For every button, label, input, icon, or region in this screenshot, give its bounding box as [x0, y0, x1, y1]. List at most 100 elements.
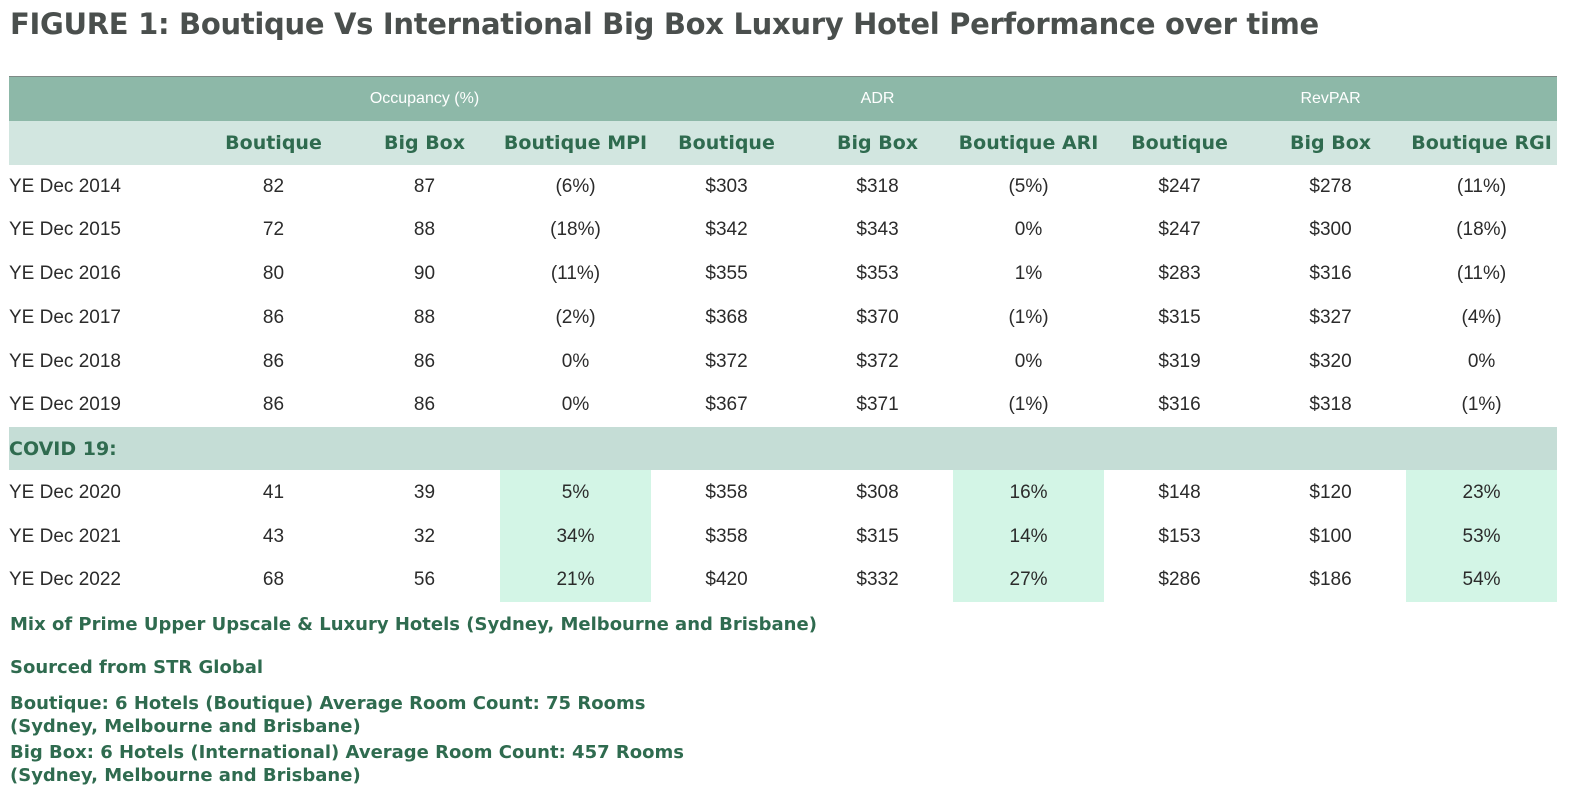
table-cell: 86 — [413, 350, 436, 372]
covid-section-label: COVID 19: — [9, 437, 117, 460]
table-cell: 87 — [413, 175, 436, 197]
note-boutique-line-1: Boutique: 6 Hotels (Boutique) Average Ro… — [10, 693, 646, 714]
table-cell: 23% — [1406, 470, 1558, 515]
table-cell: 0% — [561, 394, 590, 415]
table-cell: 56 — [413, 569, 436, 590]
table-cell: $100 — [1309, 525, 1352, 547]
table-cell: $372 — [705, 350, 748, 372]
column-header: Big Box — [383, 132, 465, 154]
table-cell: 0% — [561, 350, 590, 372]
empty-corner-cell — [9, 77, 198, 121]
table-cell: (4%) — [1461, 306, 1502, 328]
table-cell: $148 — [1158, 481, 1201, 503]
table-cell: (2%) — [555, 306, 596, 328]
covid-section: COVID 19: — [9, 427, 1558, 470]
table-row: YE Dec 2017 86 88 (2%) $368 $370 (1%) $315 $327 (… — [9, 295, 1557, 340]
table-cell: $153 — [1158, 525, 1201, 547]
table-cell: $278 — [1309, 175, 1352, 197]
table-cell: (1%) — [1008, 306, 1049, 328]
table-cell: $286 — [1158, 569, 1201, 590]
table-cell: $319 — [1158, 350, 1201, 372]
column-header: Boutique ARI — [958, 132, 1099, 154]
table-cell: $327 — [1309, 306, 1352, 328]
table-cell: $300 — [1309, 219, 1352, 240]
note-source: Sourced from STR Global — [10, 657, 264, 678]
table-cell: 0% — [1467, 350, 1496, 372]
table-cell: 0% — [1014, 219, 1043, 240]
table-cell: 5% — [500, 470, 652, 515]
table-cell: 27% — [953, 558, 1105, 602]
table-cell: $303 — [705, 175, 748, 197]
table-cell: $283 — [1158, 262, 1201, 284]
table-cell: 86 — [262, 394, 285, 415]
column-group-occupancy: Occupancy (%) — [369, 90, 480, 107]
table-cell: 80 — [262, 262, 285, 284]
table-cell: $367 — [705, 394, 748, 415]
row-label: YE Dec 2015 — [9, 219, 121, 240]
table-cell: 32 — [413, 525, 436, 547]
row-label: YE Dec 2016 — [9, 262, 121, 284]
note-boutique-line-2: (Sydney, Melbourne and Brisbane) — [10, 716, 361, 737]
table-row: YE Dec 2014 82 87 (6%) $303 $318 (5%) $247 $278 (… — [9, 165, 1557, 208]
table-cell: 14% — [953, 515, 1105, 558]
table-cell: $355 — [705, 262, 748, 284]
table-cell: $316 — [1309, 262, 1352, 284]
column-header-row: Boutique Big Box Boutique MPI Boutique B… — [9, 121, 1558, 165]
note-bigbox-line-1: Big Box: 6 Hotels (International) Averag… — [10, 742, 684, 763]
table-cell: (6%) — [555, 175, 596, 197]
column-header: Boutique — [1131, 132, 1228, 154]
table-cell: $372 — [856, 350, 899, 372]
row-label: YE Dec 2018 — [9, 350, 121, 372]
table-cell: $120 — [1309, 481, 1352, 503]
table-cell: $315 — [856, 525, 899, 547]
table-cell: 1% — [1014, 262, 1043, 284]
table-cell: $318 — [1309, 394, 1352, 415]
table-cell: $370 — [856, 306, 899, 328]
table-row: YE Dec 2018 86 86 0% $372 $372 0% $319 $320 0% — [9, 340, 1557, 383]
table-cell: $420 — [705, 569, 748, 590]
table-cell: $342 — [705, 219, 748, 240]
column-header: Boutique RGI — [1411, 132, 1552, 154]
table-cell: 86 — [262, 306, 285, 328]
table-cell: (11%) — [550, 262, 601, 284]
row-label: YE Dec 2021 — [9, 525, 121, 547]
column-group-revpar: RevPAR — [1300, 90, 1361, 107]
table-cell: 39 — [413, 481, 436, 503]
row-label: YE Dec 2019 — [9, 394, 121, 415]
table-cell: (18%) — [550, 219, 601, 240]
table-cell: $247 — [1158, 219, 1201, 240]
table-cell: 68 — [262, 569, 285, 590]
table-cell: 90 — [413, 262, 436, 284]
table-cell: (11%) — [1456, 262, 1507, 284]
table-cell: 16% — [953, 470, 1105, 515]
table-cell: $358 — [705, 481, 748, 503]
table-cell: $368 — [705, 306, 748, 328]
row-label: YE Dec 2014 — [9, 175, 121, 197]
table-cell: $320 — [1309, 350, 1352, 372]
table-cell: (5%) — [1008, 175, 1049, 197]
table-cell: $353 — [856, 262, 899, 284]
table-cell: 0% — [1014, 350, 1043, 372]
table-cell: 86 — [413, 394, 436, 415]
note-bigbox-line-2: (Sydney, Melbourne and Brisbane) — [10, 765, 361, 786]
note-hotel-mix: Mix of Prime Upper Upscale & Luxury Hote… — [10, 614, 817, 635]
hotel-performance-table: Occupancy (%) ADR RevPAR Boutique Big Bo… — [9, 77, 1558, 602]
table-cell: (1%) — [1461, 394, 1502, 415]
table-cell: 53% — [1406, 515, 1558, 558]
table-cell: 86 — [262, 350, 285, 372]
table-cell: (1%) — [1008, 394, 1049, 415]
table-cell: 88 — [413, 306, 436, 328]
table-cell: $318 — [856, 175, 899, 197]
table-cell: 34% — [500, 515, 652, 558]
table-cell: 43 — [262, 525, 285, 547]
pre-covid-rows: YE Dec 2014 82 87 (6%) $303 $318 (5%) $247 $278 (… — [9, 165, 1557, 427]
table-cell: (18%) — [1456, 219, 1507, 240]
table-row: YE Dec 2019 86 86 0% $367 $371 (1%) $316 $318 (1%… — [9, 383, 1557, 427]
column-group-adr: ADR — [860, 90, 895, 107]
table-cell: 72 — [262, 219, 285, 240]
column-header: Big Box — [837, 132, 919, 154]
row-label: YE Dec 2017 — [9, 306, 121, 328]
table-row: YE Dec 2016 80 90 (11%) $355 $353 1% $283 $316 (1… — [9, 252, 1557, 295]
table-cell: $186 — [1309, 569, 1352, 590]
table-cell: $343 — [856, 219, 899, 240]
